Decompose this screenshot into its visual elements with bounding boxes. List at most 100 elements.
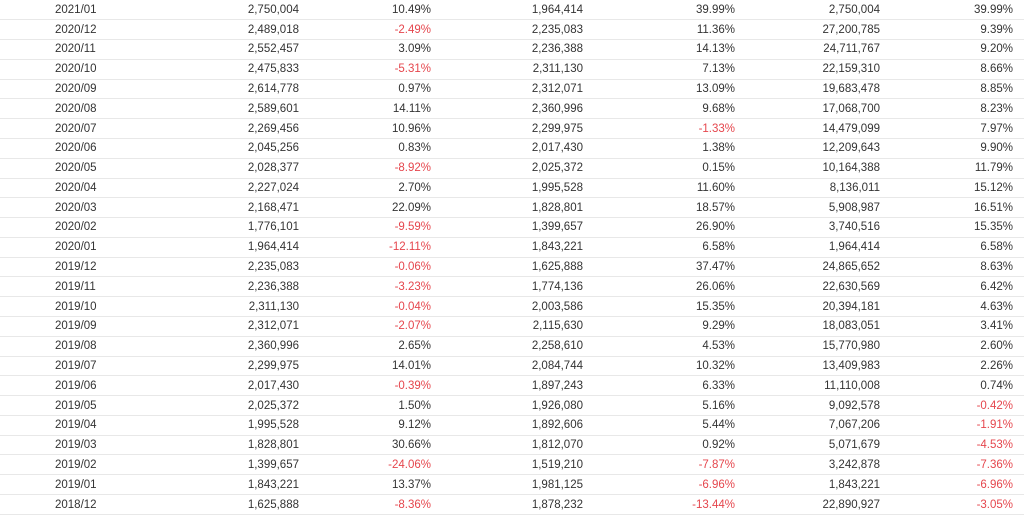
value-cell: 9.68% [594, 98, 746, 120]
table-row: 2020/05 2,028,377 -8.92% 2,025,372 0.15% 10,1… [0, 158, 1024, 179]
month-cell: 2020/08 [0, 98, 150, 120]
value-cell: 2,235,083 [442, 19, 594, 41]
value-cell: 9.12% [310, 415, 442, 436]
value-cell: 5,071,679 [746, 435, 891, 456]
value-cell: 1,892,606 [442, 415, 594, 436]
value-cell: -8.36% [310, 494, 442, 515]
value-cell: 2,017,430 [442, 138, 594, 159]
table-row: 2019/01 1,843,221 13.37% 1,981,125 -6.96% 1,8… [0, 474, 1024, 496]
value-cell: 22.09% [310, 197, 442, 219]
value-cell: 1,964,414 [150, 237, 310, 258]
value-cell: 1,625,888 [442, 257, 594, 278]
value-cell: 2,269,456 [150, 118, 310, 139]
table-row: 2019/05 2,025,372 1.50% 1,926,080 5.16% 9,092… [0, 395, 1024, 416]
value-cell: 2,084,744 [442, 356, 594, 377]
value-cell: 24,711,767 [746, 39, 891, 60]
value-cell: -0.42% [891, 395, 1024, 416]
table-row: 2020/01 1,964,414 -12.11% 1,843,221 6.58% 1,9… [0, 237, 1024, 258]
value-cell: 30.66% [310, 435, 442, 456]
value-cell: 6.58% [891, 237, 1024, 258]
value-cell: 24,865,652 [746, 257, 891, 278]
month-cell: 2020/11 [0, 39, 150, 60]
month-cell: 2019/12 [0, 257, 150, 278]
value-cell: 20,394,181 [746, 296, 891, 317]
value-cell: 1,519,210 [442, 454, 594, 476]
month-cell: 2020/05 [0, 158, 150, 179]
value-cell: 1,399,657 [150, 454, 310, 476]
value-cell: 1,828,801 [150, 435, 310, 456]
value-cell: 22,630,569 [746, 276, 891, 298]
value-cell: 1,878,232 [442, 494, 594, 515]
month-cell: 2020/03 [0, 197, 150, 219]
value-cell: 12,209,643 [746, 138, 891, 159]
value-cell: 2,017,430 [150, 375, 310, 397]
value-cell: 2,311,130 [150, 296, 310, 317]
value-cell: 2,311,130 [442, 59, 594, 80]
table-row: 2019/09 2,312,071 -2.07% 2,115,630 9.29% 18,0… [0, 316, 1024, 337]
value-cell: 5.16% [594, 395, 746, 416]
month-cell: 2020/04 [0, 178, 150, 199]
value-cell: 4.53% [594, 336, 746, 357]
value-cell: 0.92% [594, 435, 746, 456]
month-cell: 2019/04 [0, 415, 150, 436]
value-cell: -4.53% [891, 435, 1024, 456]
value-cell: -0.04% [310, 296, 442, 317]
month-cell: 2021/01 [0, 0, 150, 21]
value-cell: 9,092,578 [746, 395, 891, 416]
value-cell: -9.59% [310, 217, 442, 238]
value-cell: 2,236,388 [442, 39, 594, 60]
table-row: 2020/10 2,475,833 -5.31% 2,311,130 7.13% 22,1… [0, 59, 1024, 80]
table-row: 2019/03 1,828,801 30.66% 1,812,070 0.92% 5,07… [0, 435, 1024, 456]
value-cell: 15.12% [891, 178, 1024, 199]
value-cell: 2,489,018 [150, 19, 310, 41]
table-row: 2019/07 2,299,975 14.01% 2,084,744 10.32% 13,… [0, 356, 1024, 377]
month-cell: 2020/12 [0, 19, 150, 41]
value-cell: 3,242,878 [746, 454, 891, 476]
value-cell: 2,552,457 [150, 39, 310, 60]
value-cell: 11.60% [594, 178, 746, 199]
month-cell: 2019/01 [0, 474, 150, 496]
value-cell: 2,235,083 [150, 257, 310, 278]
value-cell: 1,964,414 [442, 0, 594, 21]
value-cell: 1,897,243 [442, 375, 594, 397]
value-cell: -8.92% [310, 158, 442, 179]
month-cell: 2020/07 [0, 118, 150, 139]
value-cell: 13.09% [594, 79, 746, 100]
value-cell: 19,683,478 [746, 79, 891, 100]
table-row: 2020/06 2,045,256 0.83% 2,017,430 1.38% 12,20… [0, 138, 1024, 159]
table-row: 2020/09 2,614,778 0.97% 2,312,071 13.09% 19,6… [0, 79, 1024, 100]
value-cell: -1.33% [594, 118, 746, 139]
value-cell: 9.39% [891, 19, 1024, 41]
value-cell: 2,025,372 [442, 158, 594, 179]
value-cell: 1,981,125 [442, 474, 594, 496]
value-cell: 2,045,256 [150, 138, 310, 159]
month-cell: 2019/05 [0, 395, 150, 416]
value-cell: 1,812,070 [442, 435, 594, 456]
value-cell: 9.20% [891, 39, 1024, 60]
value-cell: 2,312,071 [150, 316, 310, 337]
value-cell: -6.96% [891, 474, 1024, 496]
table-row: 2019/12 2,235,083 -0.06% 1,625,888 37.47% 24,… [0, 257, 1024, 278]
month-cell: 2020/01 [0, 237, 150, 258]
value-cell: 2,589,601 [150, 98, 310, 120]
value-cell: 0.74% [891, 375, 1024, 397]
value-cell: -0.39% [310, 375, 442, 397]
value-cell: 14.01% [310, 356, 442, 377]
value-cell: 9.29% [594, 316, 746, 337]
value-cell: 2,750,004 [746, 0, 891, 21]
value-cell: 6.58% [594, 237, 746, 258]
value-cell: 26.90% [594, 217, 746, 238]
value-cell: 27,200,785 [746, 19, 891, 41]
value-cell: 8.85% [891, 79, 1024, 100]
value-cell: -12.11% [310, 237, 442, 258]
value-cell: 7,067,206 [746, 415, 891, 436]
value-cell: -2.49% [310, 19, 442, 41]
value-cell: -6.96% [594, 474, 746, 496]
value-cell: 3,740,516 [746, 217, 891, 238]
value-cell: 13,409,983 [746, 356, 891, 377]
value-cell: 22,890,927 [746, 494, 891, 515]
value-cell: 22,159,310 [746, 59, 891, 80]
value-cell: -7.87% [594, 454, 746, 476]
